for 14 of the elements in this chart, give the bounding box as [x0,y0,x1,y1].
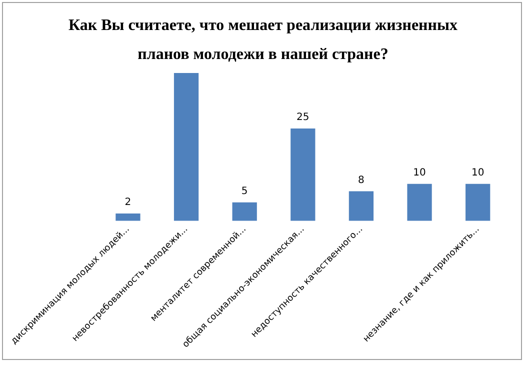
chart-title: Как Вы считаете, что мешает реализации жизненных планов молодежи в нашей стране? [68,16,458,65]
data-label: 10 [471,167,484,178]
data-label: 2 [124,197,132,208]
bar [466,184,490,221]
data-label: 10 [413,167,426,178]
bar [407,184,432,221]
bar [232,202,257,221]
data-label: 25 [296,112,310,124]
bar [174,73,199,221]
bar [348,191,374,221]
data-label: 5 [241,186,248,197]
data-label: 8 [358,174,364,186]
bar [116,213,140,221]
bar [290,128,316,221]
